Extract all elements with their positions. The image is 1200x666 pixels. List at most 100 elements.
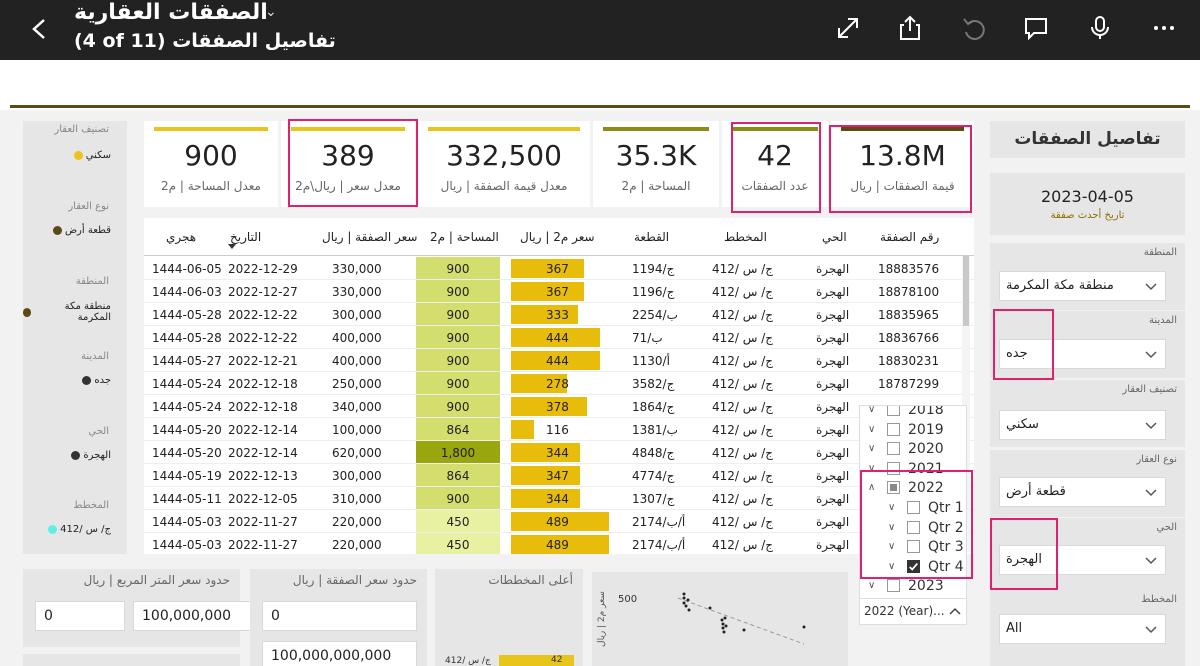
table-row[interactable]: 1444-05-19 2022-12-13 300,000 864 347 ج/4774 ج… [144,464,974,487]
slicer-item[interactable]: ∨ 2019 [860,420,966,440]
chevron-up-icon[interactable] [949,607,961,615]
comment-icon[interactable] [1022,14,1050,42]
slicer-item[interactable]: ∨ Qtr 3 [860,537,966,557]
table-row[interactable]: 1444-06-03 2022-12-27 330,000 900 367 ج/1196 ج… [144,280,974,303]
slicer-item[interactable]: ∨ Qtr 4 [860,557,966,577]
back-chevron-icon[interactable] [28,14,52,44]
top-plan-bar-value: 42 [551,655,563,665]
checkbox[interactable] [907,559,920,573]
table-row[interactable]: 1444-05-28 2022-12-22 400,000 900 444 ب/71 ج/ … [144,326,974,349]
column-header-price[interactable]: سعر الصفقة | ريال [322,230,418,244]
legend-item[interactable]: قطعة أرض [52,225,111,236]
cell-sqm-price: 344 [546,446,569,460]
column-header-district[interactable]: الحي [822,230,847,244]
kpi-card-avg-area[interactable]: 900 معدل المساحة | م2 [144,121,278,207]
microphone-icon[interactable] [1086,14,1114,42]
area-fill [416,533,500,554]
legend-item[interactable]: ج/ س /412 [48,524,111,535]
chevron-down-icon[interactable]: ∨ [888,502,896,513]
district-select[interactable]: الهجرة [999,545,1166,575]
table-row[interactable]: 1444-05-27 2022-12-21 400,000 900 444 أ/1130 ج… [144,349,974,372]
city-select[interactable]: جده [999,339,1166,369]
sqm-price-bar [511,374,567,393]
chevron-down-icon[interactable]: ∨ [888,521,896,533]
kpi-card-total-area[interactable]: 35.3K المساحة | م2 [593,121,719,207]
column-header-deal-id[interactable]: رقم الصفقة [880,230,940,244]
legend-item[interactable]: منطقة مكة المكرمة [23,301,111,323]
title-dropdown-icon[interactable]: ⌄ [265,4,277,20]
sqm-max-input[interactable]: 100,000,000 [133,601,251,631]
chevron-down-icon[interactable]: ∨ [888,541,896,553]
area-fill [416,257,500,279]
checkbox[interactable] [887,422,900,436]
cell-area: 900 [446,492,470,506]
select-value: قطعة أرض [1006,484,1066,499]
checkbox[interactable] [907,501,920,514]
checkbox[interactable] [907,540,920,554]
table-row[interactable]: 1444-05-20 2022-12-14 620,000 1,800 344 ج/484… [144,441,974,464]
column-header-plan[interactable]: المخطط [724,230,767,244]
column-header-date[interactable]: التاريخ [230,230,262,244]
scroll-thumb[interactable] [963,256,969,326]
property-class-select[interactable]: سكني [999,410,1166,440]
column-header-hijri[interactable]: هجري [166,230,197,244]
deal-min-input[interactable]: 0 [262,601,417,631]
cell-plot: ج/1194 [632,262,675,276]
share-icon[interactable] [896,14,924,42]
chevron-down-icon[interactable]: ∨ [868,580,876,592]
region-select[interactable]: منطقة مكة المكرمة [999,271,1166,301]
checkbox[interactable] [907,520,920,534]
kpi-card-avg-deal-value[interactable]: 332,500 معدل قيمة الصفقة | ريال [418,121,590,207]
legend-item[interactable]: سكني [73,150,111,161]
table-row[interactable]: 1444-05-28 2022-12-22 300,000 900 333 ب/2254 ج… [144,303,974,326]
year-slicer-dropdown[interactable]: ∨ 2018 ∨ 2019 ∨ 2020 ∨ 2021 ∧ 2022 ∨ Qtr 1 ∨ Qtr 2 ∨ Qt… [859,405,967,625]
cell-sqm-price: 489 [546,515,569,529]
slicer-item[interactable]: ∧ 2022 [860,478,966,498]
top-plan-bar[interactable] [499,655,574,666]
cell-price: 330,000 [332,285,382,299]
more-icon[interactable] [1150,14,1178,42]
slicer-item[interactable]: ∨ Qtr 1 [860,498,966,518]
slicer-item[interactable]: ∨ 2023 [860,576,966,596]
chevron-up-icon[interactable]: ∧ [868,482,876,494]
table-row[interactable]: 1444-05-24 2022-12-18 340,000 900 378 ج/1864 ج… [144,395,974,418]
undo-icon[interactable] [960,14,988,42]
table-row[interactable]: 1444-05-11 2022-12-05 310,000 900 344 ج/1307 ج… [144,487,974,510]
chevron-down-icon[interactable]: ∨ [868,405,876,415]
table-scrollbar[interactable] [962,256,970,552]
chevron-down-icon[interactable]: ∨ [868,462,876,474]
checkbox[interactable] [887,406,900,416]
legend-item[interactable]: جده [82,375,111,386]
table-row[interactable]: 1444-05-24 2022-12-18 250,000 900 278 ج/3582 ج… [144,372,974,395]
kpi-card-total-value[interactable]: 13.8M قيمة الصفقات | ريال [831,121,974,207]
checkbox[interactable] [887,481,900,495]
expand-icon[interactable] [834,14,862,42]
cell-price: 300,000 [332,308,382,322]
table-row[interactable]: 1444-05-03 2022-11-27 220,000 450 489 أ/ب/217… [144,533,974,554]
plan-select[interactable]: All [999,614,1166,644]
table-row[interactable]: 1444-06-05 2022-12-29 330,000 900 367 ج/1194 ج… [144,257,974,280]
chevron-down-icon[interactable]: ∨ [868,443,876,455]
kpi-card-avg-sqm-price[interactable]: 389 معدل سعر | ريال\م2 [281,121,415,207]
slicer-item[interactable]: ∨ Qtr 2 [860,518,966,538]
column-header-plot[interactable]: القطعة [634,230,670,244]
checkbox[interactable] [887,579,900,593]
kpi-card-deal-count[interactable]: 42 عدد الصفقات [722,121,828,207]
deal-max-input[interactable]: 100,000,000,000 [262,641,417,666]
legend-item[interactable]: الهجرة [71,450,111,461]
column-header-area[interactable]: المساحة | م2 [430,230,499,244]
chevron-down-icon[interactable]: ∨ [868,423,876,435]
table-row[interactable]: 1444-05-20 2022-12-14 100,000 864 116 ب/1381 ج… [144,418,974,441]
sort-desc-icon[interactable] [228,244,236,249]
chevron-down-icon[interactable]: ∨ [888,560,896,572]
slicer-item[interactable]: ∨ 2020 [860,439,966,459]
sqm-min-input[interactable]: 0 [35,601,125,631]
property-type-select[interactable]: قطعة أرض [999,477,1166,507]
cell-plan: ج/ س /412 [712,469,774,483]
table-row[interactable]: 1444-05-03 2022-11-27 220,000 450 489 أ/ب/217… [144,510,974,533]
cell-area: 900 [446,377,470,391]
checkbox[interactable] [887,442,900,456]
slicer-selected-box[interactable]: 2022 (Year)... [860,598,966,624]
slicer-item[interactable]: ∨ 2018 [860,405,966,420]
column-header-sqm-price[interactable]: سعر م2 | ريال [520,230,595,244]
